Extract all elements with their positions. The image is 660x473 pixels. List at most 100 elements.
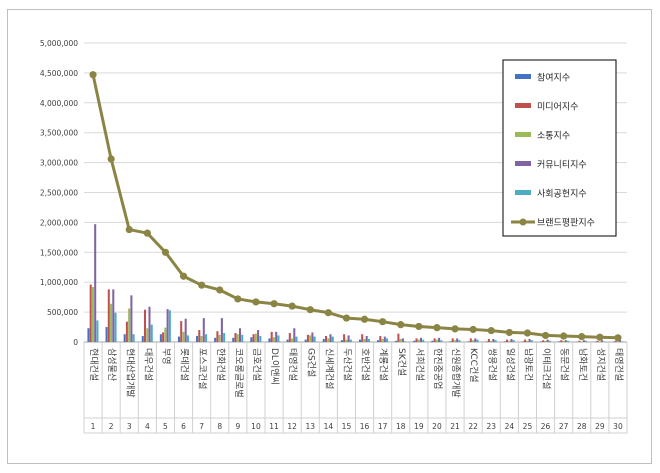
- bar-사회공헌지수-4: [150, 324, 153, 342]
- bar-미디어지수-1: [89, 284, 92, 342]
- bar-소통지수-24: [508, 340, 511, 342]
- bar-미디어지수-3: [125, 321, 128, 342]
- bar-미디어지수-16: [361, 334, 364, 342]
- y-tick-label: 1,500,000: [40, 248, 78, 257]
- bar-커뮤니티지수-16: [365, 336, 368, 342]
- bar-소통지수-27: [562, 340, 565, 342]
- point-브랜드평판지수-11: [270, 300, 278, 308]
- bar-사회공헌지수-18: [404, 341, 407, 342]
- bar-커뮤니티지수-29: [600, 340, 604, 342]
- bar-참여지수-10: [250, 337, 253, 342]
- bar-소통지수-21: [453, 340, 456, 342]
- x-rank-label: 25: [523, 422, 533, 431]
- x-category-label: 롯데건설: [179, 348, 190, 381]
- bar-소통지수-15: [345, 339, 348, 342]
- x-category-label: DL이앤씨: [269, 348, 280, 385]
- point-브랜드평판지수-17: [379, 318, 387, 326]
- x-rank-label: 13: [305, 422, 315, 431]
- point-브랜드평판지수-8: [216, 286, 224, 294]
- bar-커뮤니티지수-5: [166, 309, 169, 342]
- point-브랜드평판지수-6: [179, 272, 188, 280]
- x-category-label: 삼성물산: [106, 348, 117, 381]
- bar-참여지수-20: [431, 340, 434, 342]
- bar-사회공헌지수-17: [386, 338, 389, 342]
- x-rank-label: 17: [378, 422, 388, 431]
- bar-소통지수-14: [327, 338, 330, 342]
- bar-미디어지수-15: [343, 334, 346, 342]
- y-tick-label: 0: [73, 338, 78, 347]
- bar-소통지수-28: [580, 341, 583, 342]
- bar-참여지수-3: [123, 334, 126, 342]
- point-브랜드평판지수-24: [505, 328, 513, 337]
- bar-커뮤니티지수-8: [220, 318, 223, 342]
- bar-소통지수-17: [381, 339, 384, 342]
- bar-사회공헌지수-6: [186, 335, 189, 342]
- bar-사회공헌지수-9: [241, 334, 244, 342]
- point-브랜드평판지수-3: [125, 225, 133, 234]
- bar-사회공헌지수-12: [295, 336, 298, 342]
- bar-참여지수-25: [521, 341, 524, 342]
- bar-소통지수-30: [616, 341, 619, 342]
- bar-커뮤니티지수-25: [528, 339, 531, 342]
- bar-미디어지수-28: [578, 340, 581, 342]
- x-category-label: 일성건설: [504, 348, 515, 381]
- bar-참여지수-19: [413, 340, 416, 342]
- bar-커뮤니티지수-28: [582, 340, 585, 342]
- point-브랜드평판지수-29: [596, 333, 604, 341]
- bar-커뮤니티지수-27: [564, 340, 567, 342]
- bar-커뮤니티지수-11: [275, 331, 278, 342]
- bar-참여지수-13: [304, 339, 307, 342]
- bar-사회공헌지수-15: [349, 339, 352, 342]
- bar-소통지수-23: [490, 340, 493, 342]
- point-브랜드평판지수-25: [523, 329, 532, 337]
- bar-미디어지수-27: [560, 340, 563, 342]
- bar-소통지수-26: [544, 340, 547, 342]
- bar-사회공헌지수-2: [114, 312, 117, 342]
- point-브랜드평판지수-28: [578, 333, 586, 341]
- bar-커뮤니티지수-15: [347, 335, 350, 342]
- bar-소통지수-2: [110, 303, 113, 342]
- y-tick-label: 2,500,000: [40, 189, 78, 198]
- point-브랜드평판지수-2: [107, 155, 115, 163]
- bar-참여지수-8: [214, 337, 217, 342]
- bar-사회공헌지수-10: [259, 336, 262, 342]
- bar-소통지수-22: [472, 340, 475, 342]
- bar-커뮤니티지수-19: [419, 337, 423, 342]
- point-브랜드평판지수-22: [469, 325, 477, 334]
- x-rank-label: 21: [450, 422, 460, 431]
- legend-swatch: [515, 103, 531, 108]
- x-rank-label: 23: [486, 422, 496, 431]
- bar-미디어지수-5: [162, 332, 165, 342]
- bar-참여지수-7: [196, 336, 199, 342]
- bar-사회공헌지수-13: [313, 336, 316, 342]
- bar-커뮤니티지수-30: [619, 340, 622, 342]
- legend-label: 커뮤니티지수: [537, 160, 587, 171]
- bar-커뮤니티지수-10: [257, 330, 260, 342]
- bar-소통지수-29: [598, 341, 601, 342]
- bar-커뮤니티지수-14: [329, 334, 332, 342]
- bar-미디어지수-24: [505, 339, 509, 342]
- point-브랜드평판지수-21: [451, 325, 459, 333]
- x-category-label: 포스코건설: [197, 348, 208, 389]
- point-브랜드평판지수-16: [360, 315, 369, 323]
- bar-소통지수-16: [363, 339, 366, 342]
- bar-미디어지수-18: [397, 333, 400, 342]
- bar-참여지수-4: [141, 336, 144, 342]
- x-category-label: 코오롱글로벌: [233, 348, 244, 398]
- x-rank-label: 6: [181, 422, 186, 431]
- x-rank-label: 14: [324, 422, 334, 431]
- x-rank-label: 5: [163, 422, 168, 431]
- x-rank-label: 20: [432, 422, 442, 431]
- bar-사회공헌지수-29: [603, 341, 606, 342]
- x-category-label: 남화토건: [577, 348, 588, 381]
- x-rank-label: 11: [269, 422, 279, 431]
- x-rank-label: 26: [541, 422, 551, 431]
- x-rank-label: 8: [217, 422, 222, 431]
- bar-커뮤니티지수-20: [438, 337, 441, 342]
- bar-사회공헌지수-25: [530, 340, 533, 342]
- x-rank-label: 1: [91, 422, 96, 431]
- bar-커뮤니티지수-4: [148, 306, 151, 342]
- legend-swatch: [515, 74, 531, 79]
- bar-사회공헌지수-14: [331, 336, 334, 342]
- x-rank-label: 9: [235, 422, 240, 431]
